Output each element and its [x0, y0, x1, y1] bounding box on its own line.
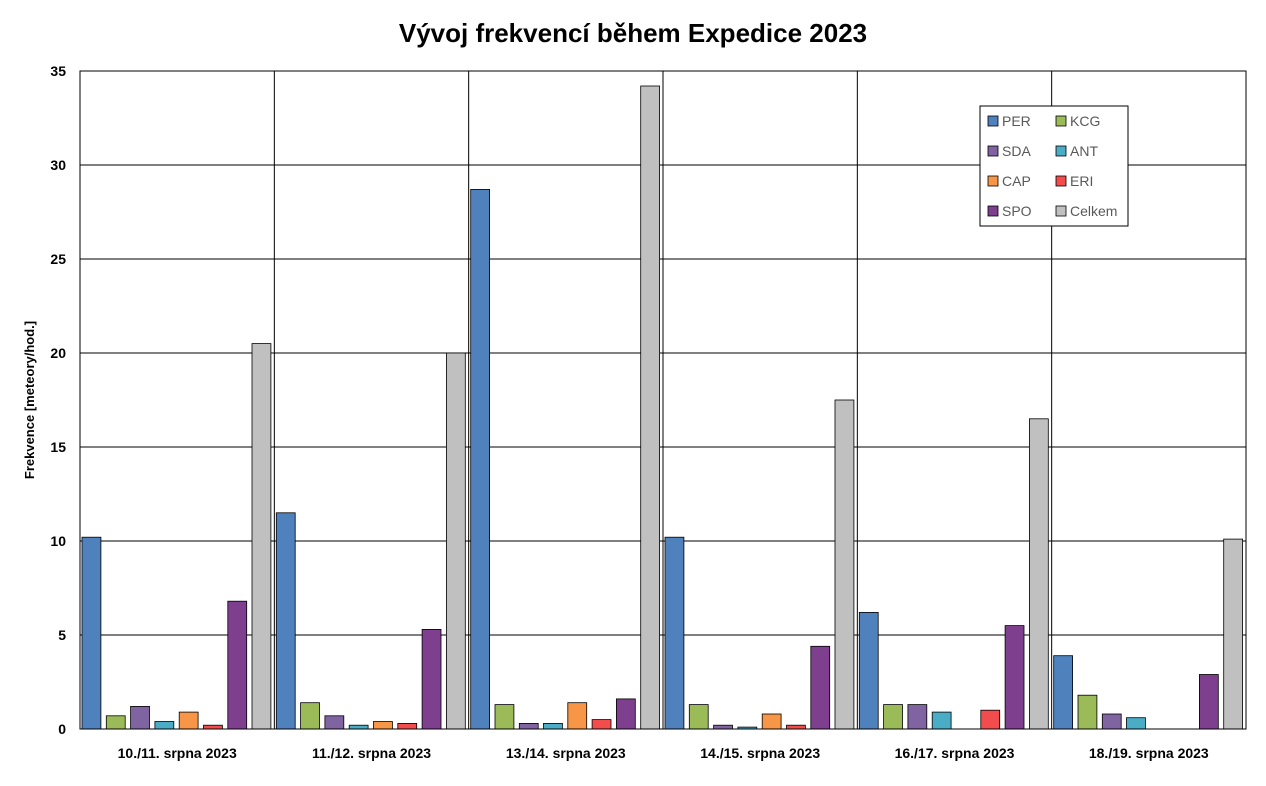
legend-swatch-cap — [987, 175, 999, 187]
y-tick-label: 25 — [50, 251, 66, 267]
bar-per-5 — [1053, 655, 1073, 730]
bar-celkem-2 — [640, 85, 661, 730]
legend-label-kcg: KCG — [1070, 113, 1100, 129]
bar-celkem-4 — [1029, 418, 1049, 730]
bar-ant-1 — [348, 724, 369, 730]
legend-swatch-kcg — [1055, 115, 1067, 127]
x-tick-label: 13./14. srpna 2023 — [506, 745, 626, 761]
y-tick-label: 20 — [50, 345, 66, 361]
bar-spo-1 — [421, 629, 442, 730]
legend-label-cap: CAP — [1002, 173, 1031, 189]
x-tick-label: 14./15. srpna 2023 — [700, 745, 820, 761]
bar-eri-1 — [397, 723, 418, 730]
legend-label-per: PER — [1002, 113, 1031, 129]
bar-kcg-5 — [1077, 694, 1098, 730]
y-axis-label: Frekvence [meteory/hod.] — [22, 321, 37, 479]
bar-cap-0 — [178, 711, 199, 730]
chart-title: Vývoj frekvencí během Expedice 2023 — [399, 18, 867, 48]
plot-frame — [79, 70, 1247, 730]
bars-layer — [81, 85, 1243, 730]
bar-sda-4 — [907, 704, 928, 730]
legend-label-celkem: Celkem — [1070, 203, 1117, 219]
x-tick-label: 18./19. srpna 2023 — [1089, 745, 1209, 761]
y-tick-label: 5 — [58, 627, 66, 643]
legend-label-ant: ANT — [1070, 143, 1098, 159]
bar-kcg-4 — [883, 704, 903, 730]
bar-per-2 — [470, 188, 491, 730]
bar-eri-3 — [786, 724, 806, 730]
bar-celkem-0 — [251, 343, 272, 730]
bar-kcg-0 — [105, 715, 126, 730]
bar-cap-3 — [761, 713, 782, 730]
bar-eri-4 — [980, 709, 1001, 730]
bar-per-3 — [664, 536, 685, 730]
x-tick-label: 11./12. srpna 2023 — [312, 745, 431, 761]
legend-swatch-spo — [987, 205, 999, 217]
bar-ant-4 — [931, 711, 952, 730]
bar-spo-4 — [1004, 625, 1025, 730]
bar-kcg-2 — [494, 704, 515, 730]
bar-per-4 — [858, 612, 879, 730]
bar-sda-1 — [324, 715, 345, 730]
bar-ant-2 — [543, 723, 563, 730]
y-tick-label: 35 — [50, 63, 66, 79]
legend-swatch-per — [987, 115, 999, 127]
bar-sda-5 — [1101, 713, 1122, 730]
y-tick-label: 30 — [50, 157, 66, 173]
bar-celkem-5 — [1223, 538, 1243, 730]
bar-cap-2 — [567, 702, 588, 730]
bar-per-0 — [81, 536, 102, 730]
y-tick-label: 0 — [58, 721, 66, 737]
x-axis-ticks: 10./11. srpna 2023 11./12. srpna 2023 13./… — [118, 745, 1209, 761]
bar-ant-5 — [1126, 717, 1146, 730]
bar-eri-0 — [203, 724, 223, 730]
bar-kcg-1 — [300, 702, 320, 730]
bar-spo-0 — [227, 600, 248, 730]
legend-label-eri: ERI — [1070, 173, 1093, 189]
bar-eri-2 — [591, 719, 612, 730]
bar-sda-0 — [130, 706, 150, 730]
x-tick-label: 10./11. srpna 2023 — [118, 745, 237, 761]
bar-per-1 — [275, 512, 296, 730]
legend: PER KCG SDA ANT CAP ERI SPO Celkem — [979, 105, 1129, 227]
y-tick-label: 15 — [50, 439, 66, 455]
bar-spo-5 — [1199, 674, 1219, 730]
legend-label-sda: SDA — [1002, 143, 1031, 159]
legend-swatch-sda — [987, 145, 999, 157]
y-axis-ticks: 0 5 10 15 20 25 30 35 — [50, 63, 66, 737]
legend-swatch-celkem — [1055, 205, 1067, 217]
bar-celkem-1 — [445, 352, 466, 730]
legend-swatch-ant — [1055, 145, 1067, 157]
bar-kcg-3 — [688, 704, 709, 730]
legend-swatch-eri — [1055, 175, 1067, 187]
legend-label-spo: SPO — [1002, 203, 1032, 219]
legend-items: PER KCG SDA ANT CAP ERI SPO Celkem — [987, 113, 1117, 219]
bar-sda-2 — [518, 723, 539, 730]
y-tick-label: 10 — [50, 533, 66, 549]
x-tick-label: 16./17. srpna 2023 — [895, 745, 1015, 761]
bar-cap-1 — [373, 721, 393, 730]
bar-celkem-3 — [834, 399, 855, 730]
legend-box — [979, 105, 1129, 227]
bar-spo-3 — [810, 645, 831, 730]
bar-sda-3 — [713, 724, 733, 730]
bar-ant-0 — [154, 721, 175, 730]
bar-spo-2 — [616, 698, 636, 730]
